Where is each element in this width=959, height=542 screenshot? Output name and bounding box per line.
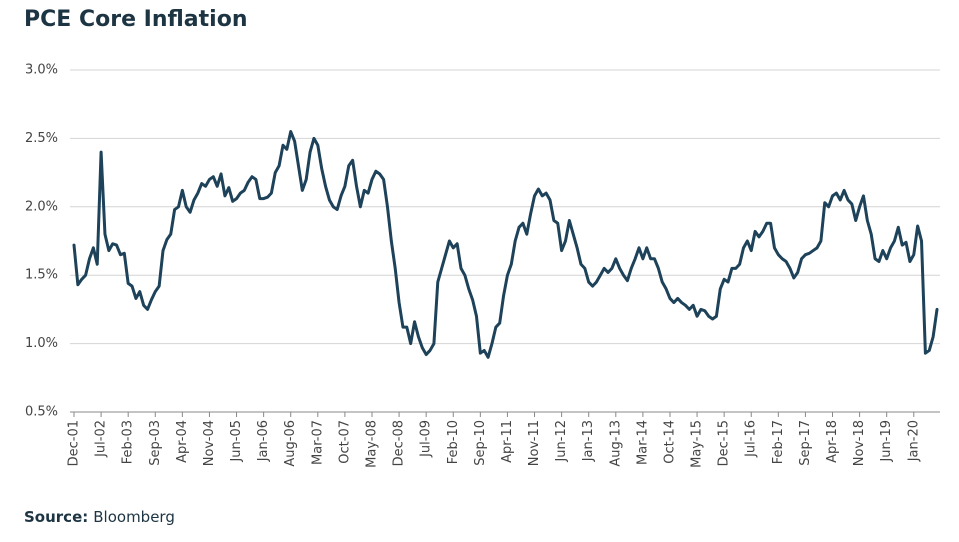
y-tick-label: 3.0%: [25, 63, 58, 78]
x-tick-label: Jun-19: [879, 420, 894, 463]
x-tick-label: Oct-14: [662, 420, 677, 464]
line-series: [72, 130, 939, 359]
x-tick-label: Apr-04: [175, 420, 190, 463]
x-tick-label: Jan-06: [256, 420, 271, 462]
x-tick-label: Jul-02: [94, 420, 109, 458]
x-tick-label: Feb-17: [771, 420, 786, 464]
x-tick-label: Feb-10: [446, 420, 461, 464]
x-tick-label: Aug-13: [608, 420, 623, 467]
chart-title: PCE Core Inflation: [24, 7, 247, 32]
x-tick-label: May-08: [364, 420, 379, 468]
x-tick-label: Aug-06: [283, 420, 298, 467]
grid: [70, 69, 940, 417]
x-tick-label: Feb-03: [121, 420, 136, 464]
x-tick-label: Apr-18: [825, 420, 840, 463]
x-tick-label: Nov-18: [852, 420, 867, 466]
x-tick-label: Mar-07: [310, 420, 325, 465]
x-tick-label: Sep-03: [148, 420, 163, 466]
x-tick-label: Dec-15: [717, 420, 732, 466]
x-tick-label: Jan-13: [581, 420, 596, 462]
x-tick-label: Jan-20: [906, 420, 921, 462]
x-tick-label: Jun-05: [229, 420, 244, 463]
x-tick-label: Nov-11: [527, 420, 542, 466]
x-tick-label: Apr-11: [500, 420, 515, 463]
y-tick-label: 1.0%: [25, 336, 58, 351]
y-tick-label: 2.5%: [25, 131, 58, 146]
x-tick-label: Nov-04: [202, 420, 217, 466]
x-tick-label: Dec-01: [67, 420, 82, 466]
y-tick-label: 2.0%: [25, 199, 58, 214]
x-tick-label: Sep-10: [473, 420, 488, 466]
x-tick-label: May-15: [690, 420, 705, 468]
plot: [72, 130, 939, 359]
x-tick-label: Mar-14: [635, 420, 650, 465]
x-tick-label: Jun-12: [554, 420, 569, 463]
x-tick-label: Oct-07: [337, 420, 352, 464]
y-tick-label: 1.5%: [25, 268, 58, 283]
x-tick-label: Dec-08: [392, 420, 407, 466]
source-label: Source:: [24, 508, 88, 526]
source: Source: Bloomberg: [24, 508, 175, 526]
x-tick-label: Jul-09: [419, 420, 434, 458]
y-tick-label: 0.5%: [25, 405, 58, 420]
x-tick-label: Sep-17: [798, 420, 813, 466]
x-tick-label: Jul-16: [744, 420, 759, 458]
source-text: Bloomberg: [93, 508, 175, 526]
